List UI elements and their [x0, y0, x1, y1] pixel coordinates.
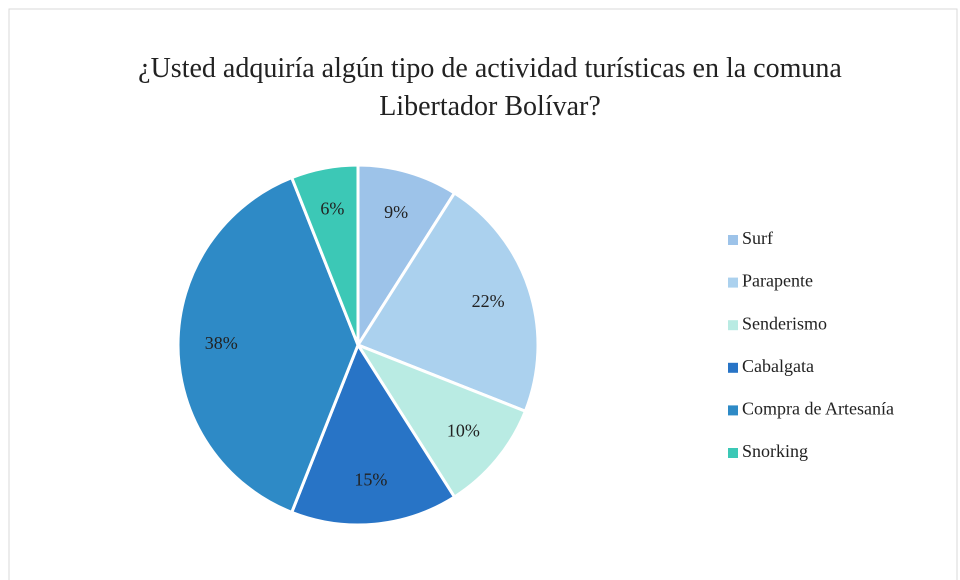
- pie-slice: [354, 341, 528, 500]
- chart-border: [8, 8, 958, 580]
- data-label: 10%: [447, 420, 480, 440]
- legend-label: Parapente: [742, 271, 813, 291]
- pie-slice: [176, 175, 360, 515]
- legend-swatch: [728, 448, 738, 458]
- pie-slice: [355, 190, 540, 414]
- chart-title: ¿Usted adquiría algún tipo de actividad …: [138, 53, 842, 122]
- legend-swatch: [728, 405, 738, 416]
- pie-slice: [289, 341, 457, 527]
- data-label: 22%: [472, 291, 505, 311]
- pie-slice: [356, 163, 457, 351]
- data-label: 15%: [354, 469, 387, 489]
- legend-swatch: [728, 235, 738, 245]
- legend-swatch: [728, 320, 738, 331]
- legend-label: Surf: [742, 228, 773, 248]
- data-label: 9%: [384, 202, 408, 222]
- data-label: 6%: [320, 199, 344, 219]
- legend-label: Compra de Artesanía: [742, 399, 894, 419]
- data-label: 38%: [205, 333, 238, 353]
- pie-slice: [289, 163, 360, 346]
- legend-label: Senderismo: [742, 313, 827, 333]
- legend-label: Cabalgata: [742, 356, 814, 376]
- legend-label: Snorking: [742, 441, 808, 461]
- legend-swatch: [728, 362, 738, 373]
- legend-swatch: [728, 277, 738, 288]
